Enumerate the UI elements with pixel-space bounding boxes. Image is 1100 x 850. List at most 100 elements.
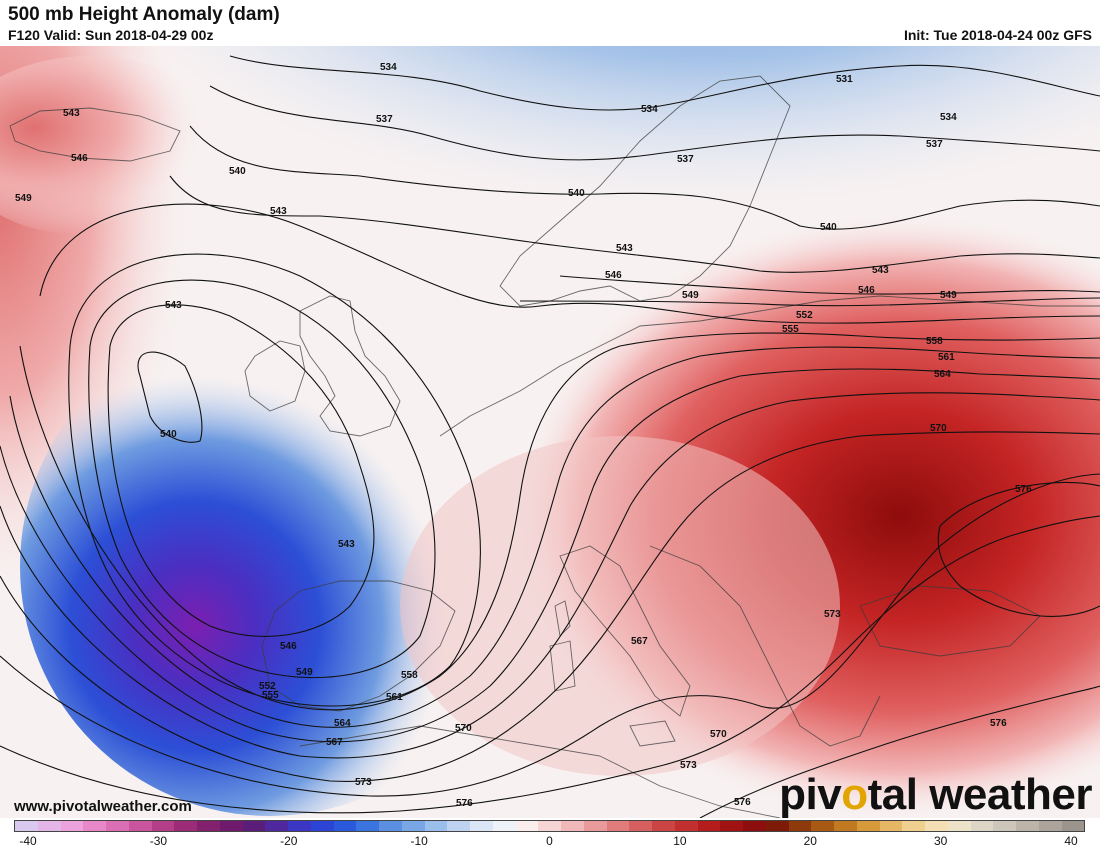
contour-558 [9, 346, 1100, 728]
colorbar-swatch [288, 821, 311, 831]
colorbar-swatch [1061, 821, 1085, 831]
valid-time: F120 Valid: Sun 2018-04-29 00z [8, 27, 214, 43]
colorbar-swatch [174, 821, 197, 831]
contour-label: 576 [734, 797, 751, 808]
contour-label: 537 [376, 114, 393, 125]
colorbar-swatch [743, 821, 766, 831]
iberia-low-anomaly [20, 316, 520, 816]
contour-label: 567 [326, 737, 343, 748]
contour-552 [39, 203, 1100, 324]
contour-label: 573 [355, 777, 372, 788]
contour-570 [0, 473, 1100, 797]
contour-label: 549 [296, 667, 313, 678]
colorbar-tick-label: 0 [546, 834, 553, 848]
contour-label: 546 [71, 153, 88, 164]
colorbar-swatch [242, 821, 266, 831]
italy-coast [559, 545, 691, 717]
contour-549 [519, 297, 1100, 307]
contour-label: 534 [380, 62, 397, 73]
colorbar-swatch [674, 821, 698, 831]
contour-label: 549 [940, 290, 957, 301]
contour-label: 546 [858, 285, 875, 296]
colorbar-swatch [15, 821, 38, 831]
contour-label: 555 [262, 690, 279, 701]
colorbar-swatch [652, 821, 675, 831]
corsica-coast [554, 600, 571, 637]
colorbar-swatch [151, 821, 175, 831]
colorbar-swatch [561, 821, 584, 831]
contour-label: 573 [680, 760, 697, 771]
colorbar-swatch [765, 821, 789, 831]
contour-label: 561 [938, 352, 955, 363]
contour-label: 543 [270, 206, 287, 217]
iceland-coast [9, 107, 181, 162]
colorbar-swatch [1016, 821, 1039, 831]
contour-label: 534 [641, 104, 658, 115]
colorbar-swatch [128, 821, 152, 831]
continental-europe-coast [439, 295, 1100, 437]
mediterranean-anomaly [400, 436, 840, 776]
colorbar-swatch [447, 821, 470, 831]
colorbar-swatch [970, 821, 994, 831]
colorbar-swatch [333, 821, 357, 831]
contour-trough-546 [88, 279, 436, 679]
colorbar-swatch [879, 821, 903, 831]
contour-label: 537 [677, 154, 694, 165]
contour-label: 552 [259, 681, 276, 692]
contour-label: 540 [229, 166, 246, 177]
colorbar-tick-label: 40 [1064, 834, 1078, 848]
contour-564 [0, 392, 1100, 759]
colorbar-swatch [310, 821, 334, 831]
contour-546 [559, 275, 1100, 295]
contour-label: 543 [165, 300, 182, 311]
contour-label: 570 [710, 729, 727, 740]
colorbar-ticks: -40 -30 -20 -10 0 10 20 30 40 [0, 834, 1100, 850]
colorbar-swatch [811, 821, 834, 831]
contour-label: 564 [334, 718, 351, 729]
colorbar-swatch [83, 821, 106, 831]
sardinia-coast [549, 640, 576, 692]
colorbar-swatch [424, 821, 448, 831]
chart-header: 500 mb Height Anomaly (dam) F120 Valid: … [0, 0, 1100, 46]
contour-label: 558 [401, 670, 418, 681]
contour-label: 570 [930, 423, 947, 434]
contour-label: 546 [280, 641, 297, 652]
colorbar-swatch [947, 821, 971, 831]
colorbar-tick-label: 10 [673, 834, 687, 848]
colorbar-swatch [356, 821, 379, 831]
colorbar-tick-label: -10 [410, 834, 428, 848]
colorbar-swatch [925, 821, 948, 831]
contour-label: 540 [160, 429, 177, 440]
colorbar-swatch [993, 821, 1016, 831]
contour-label: 543 [63, 108, 80, 119]
contour-low-540 [137, 351, 203, 443]
colorbar-swatch [538, 821, 561, 831]
contour-label: 573 [824, 609, 841, 620]
anomaly-colorbar [14, 820, 1085, 832]
contour-label: 549 [15, 193, 32, 204]
contour-label: 570 [455, 723, 472, 734]
coastlines [9, 75, 1100, 818]
contour-label: 576 [990, 718, 1007, 729]
colorbar-swatch [629, 821, 652, 831]
colorbar-swatch [470, 821, 493, 831]
colorbar-swatch [606, 821, 630, 831]
contour-label: 549 [682, 290, 699, 301]
contour-561 [0, 368, 1100, 743]
colorbar-swatch [197, 821, 220, 831]
contour-567 [0, 431, 1100, 782]
colorbar-swatch [379, 821, 402, 831]
iberia-coast [261, 580, 456, 712]
map-canvas: 531 534 534 534 537 537 537 540 540 540 … [0, 46, 1100, 818]
contour-label: 543 [872, 265, 889, 276]
colorbar-swatch [37, 821, 61, 831]
colorbar-swatch [788, 821, 812, 831]
contour-label: 555 [782, 324, 799, 335]
balkans-coast [649, 545, 881, 747]
colorbar-swatch [902, 821, 925, 831]
brand-logo: pivotal weather [779, 770, 1092, 820]
contour-576-south [699, 685, 1100, 818]
colorbar-swatch [834, 821, 857, 831]
contour-label: 540 [820, 222, 837, 233]
colorbar-swatch [401, 821, 425, 831]
